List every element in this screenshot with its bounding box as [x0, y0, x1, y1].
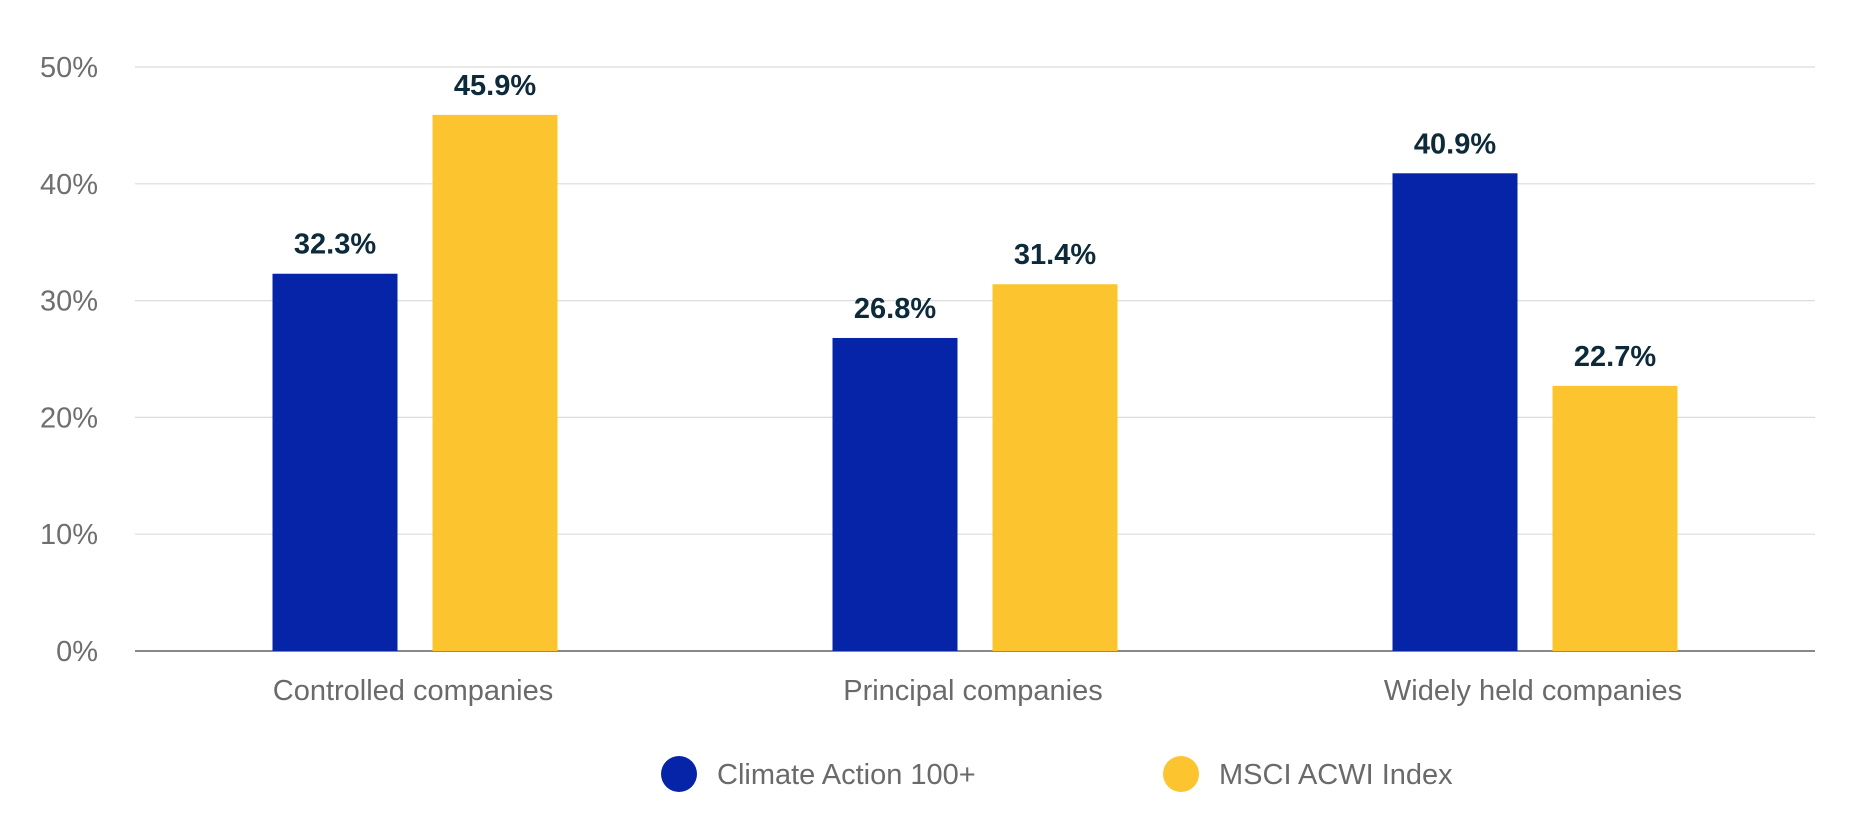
bar-climate-action [832, 337, 958, 651]
data-label: 32.3% [294, 229, 376, 261]
bar-msci-acwi [432, 114, 558, 651]
x-category-label: Widely held companies [1384, 675, 1682, 707]
data-label: 45.9% [454, 70, 536, 102]
y-tick-label: 20% [40, 402, 98, 434]
data-label: 22.7% [1574, 341, 1656, 373]
y-tick-label: 10% [40, 519, 98, 551]
data-label: 31.4% [1014, 239, 1096, 271]
legend-swatch-icon [661, 756, 697, 792]
x-category-label: Principal companies [843, 675, 1103, 707]
legend-label: MSCI ACWI Index [1219, 759, 1453, 791]
bar-msci-acwi [1552, 385, 1678, 651]
bar-climate-action [1392, 173, 1518, 651]
y-tick-label: 30% [40, 286, 98, 318]
data-label: 26.8% [854, 293, 936, 325]
data-label: 40.9% [1414, 128, 1496, 160]
x-category-label: Controlled companies [273, 675, 553, 707]
legend-swatch-icon [1163, 756, 1199, 792]
bar-climate-action [272, 273, 398, 651]
bar-msci-acwi [992, 284, 1118, 651]
y-tick-label: 0% [56, 636, 98, 668]
legend-label: Climate Action 100+ [717, 759, 976, 791]
y-tick-label: 40% [40, 169, 98, 201]
y-tick-label: 50% [40, 52, 98, 84]
